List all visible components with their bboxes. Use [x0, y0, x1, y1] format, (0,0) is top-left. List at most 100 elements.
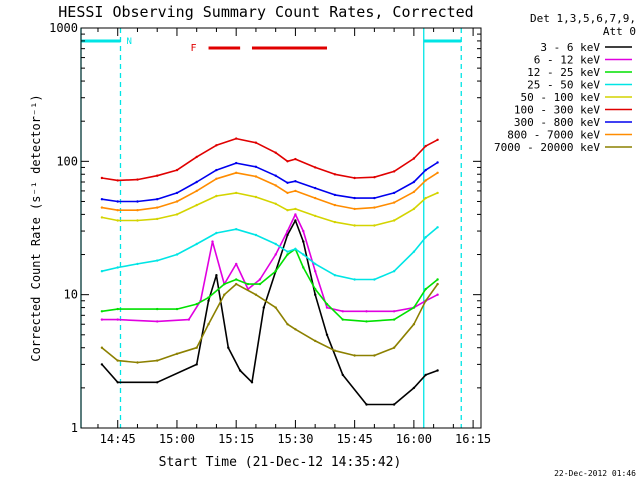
data-point-0-18 — [392, 403, 396, 406]
legend-label-6: 300 - 800 keV — [514, 116, 600, 129]
data-point-4-6 — [215, 194, 218, 198]
data-point-1-17 — [365, 310, 368, 313]
data-point-3-10 — [286, 250, 289, 253]
x-tick-label-6: 16:15 — [455, 432, 491, 446]
data-point-2-11 — [286, 253, 289, 256]
data-point-4-15 — [373, 224, 376, 227]
legend-label-4: 50 - 100 keV — [521, 91, 601, 104]
data-point-0-1 — [116, 381, 119, 384]
data-point-5-12 — [314, 166, 317, 169]
plot-background — [81, 28, 481, 428]
data-point-3-9 — [274, 242, 277, 246]
data-point-1-13 — [302, 229, 305, 233]
data-point-3-19 — [424, 236, 427, 239]
series-2 — [100, 247, 439, 323]
series-4 — [100, 191, 439, 227]
x-tick-label-3: 15:30 — [277, 432, 313, 446]
data-point-8-7 — [223, 293, 226, 296]
data-point-5-6 — [215, 144, 218, 147]
data-point-4-1 — [116, 219, 119, 222]
data-point-7-12 — [314, 196, 317, 200]
x-tick-label-1: 15:00 — [159, 432, 195, 446]
data-point-8-18 — [412, 323, 416, 326]
data-point-2-21 — [436, 278, 439, 281]
data-point-3-2 — [136, 262, 139, 266]
data-point-0-3 — [195, 363, 198, 366]
data-point-4-16 — [392, 219, 396, 222]
data-point-6-9 — [274, 174, 277, 177]
data-point-8-16 — [373, 354, 376, 357]
data-point-4-8 — [254, 195, 258, 199]
data-point-1-11 — [286, 229, 289, 233]
data-point-0-19 — [412, 386, 416, 390]
data-point-6-8 — [254, 165, 258, 168]
data-point-3-13 — [314, 262, 317, 266]
y-tick-label-3: 1000 — [49, 21, 78, 35]
data-point-7-10 — [286, 191, 289, 195]
data-point-4-11 — [294, 207, 297, 211]
series-line-2 — [101, 248, 439, 323]
data-point-1-9 — [258, 278, 262, 281]
legend-label-3: 25 - 50 keV — [527, 79, 600, 92]
data-point-1-21 — [436, 293, 439, 296]
data-point-2-9 — [258, 282, 262, 286]
data-point-3-11 — [294, 247, 297, 251]
data-point-6-2 — [136, 200, 139, 203]
data-point-6-5 — [195, 180, 198, 184]
data-point-4-5 — [195, 203, 198, 207]
data-point-8-20 — [436, 282, 439, 286]
data-point-8-17 — [392, 346, 396, 349]
x-tick-label-4: 15:45 — [337, 432, 373, 446]
legend-label-7: 800 - 7000 keV — [507, 129, 600, 142]
data-point-2-14 — [314, 287, 317, 291]
data-point-7-9 — [274, 184, 277, 187]
data-point-1-0 — [100, 318, 104, 321]
data-point-0-21 — [436, 369, 439, 372]
data-point-3-8 — [254, 233, 258, 237]
legend-label-5: 100 - 300 keV — [514, 104, 600, 117]
data-point-8-11 — [286, 323, 289, 326]
data-point-4-12 — [314, 214, 317, 218]
data-point-7-16 — [392, 201, 396, 204]
data-point-8-6 — [207, 323, 210, 326]
data-point-5-16 — [392, 170, 396, 173]
data-point-6-10 — [286, 181, 289, 184]
y-tick-label-2: 100 — [56, 154, 78, 168]
data-point-5-7 — [235, 137, 238, 140]
data-point-0-6 — [227, 346, 230, 349]
legend-label-8: 7000 - 20000 keV — [494, 141, 600, 154]
data-point-6-18 — [424, 168, 427, 172]
data-point-2-10 — [274, 270, 277, 273]
data-point-3-3 — [156, 259, 159, 262]
series-line-6 — [101, 161, 439, 203]
data-point-5-0 — [100, 176, 104, 180]
data-point-7-19 — [436, 171, 439, 174]
series-line-7 — [101, 172, 439, 211]
data-point-0-17 — [365, 403, 368, 406]
y-tick-label-0: 1 — [71, 421, 78, 435]
data-point-2-13 — [302, 266, 305, 269]
data-point-5-18 — [424, 144, 427, 148]
data-point-1-2 — [156, 320, 159, 323]
data-point-1-3 — [187, 318, 190, 321]
series-6 — [100, 161, 439, 203]
data-point-3-5 — [195, 242, 198, 246]
data-point-8-9 — [254, 293, 258, 296]
data-point-5-1 — [116, 179, 119, 182]
data-point-8-5 — [195, 346, 198, 349]
data-point-0-13 — [302, 240, 305, 243]
data-point-0-8 — [250, 381, 254, 384]
data-point-3-17 — [392, 270, 396, 273]
data-point-8-8 — [235, 282, 238, 286]
data-point-3-7 — [235, 228, 238, 231]
data-point-7-15 — [373, 206, 376, 209]
series-8 — [100, 282, 439, 364]
axes: 14:45 15:00 15:15 15:30 15:45 16:00 16:15 1 10 10… — [49, 21, 491, 446]
data-point-0-16 — [341, 373, 344, 377]
data-point-1-10 — [274, 253, 277, 256]
data-point-6-16 — [392, 191, 396, 195]
data-point-3-4 — [175, 253, 179, 256]
data-point-4-2 — [136, 219, 139, 222]
data-point-3-15 — [353, 278, 356, 281]
